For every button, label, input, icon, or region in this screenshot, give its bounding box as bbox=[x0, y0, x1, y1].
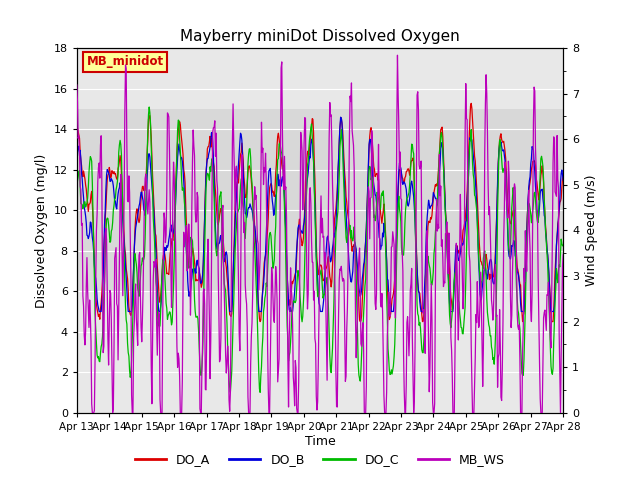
Y-axis label: Dissolved Oxygen (mg/l): Dissolved Oxygen (mg/l) bbox=[35, 153, 48, 308]
X-axis label: Time: Time bbox=[305, 434, 335, 448]
Text: MB_minidot: MB_minidot bbox=[86, 55, 164, 68]
Y-axis label: Wind Speed (m/s): Wind Speed (m/s) bbox=[585, 175, 598, 286]
Bar bbox=[77, 109, 563, 291]
Legend: DO_A, DO_B, DO_C, MB_WS: DO_A, DO_B, DO_C, MB_WS bbox=[130, 448, 510, 471]
Title: Mayberry miniDot Dissolved Oxygen: Mayberry miniDot Dissolved Oxygen bbox=[180, 29, 460, 44]
